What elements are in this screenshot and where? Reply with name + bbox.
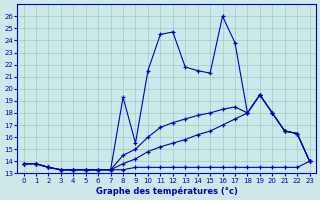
X-axis label: Graphe des températures (°c): Graphe des températures (°c) bbox=[96, 186, 237, 196]
